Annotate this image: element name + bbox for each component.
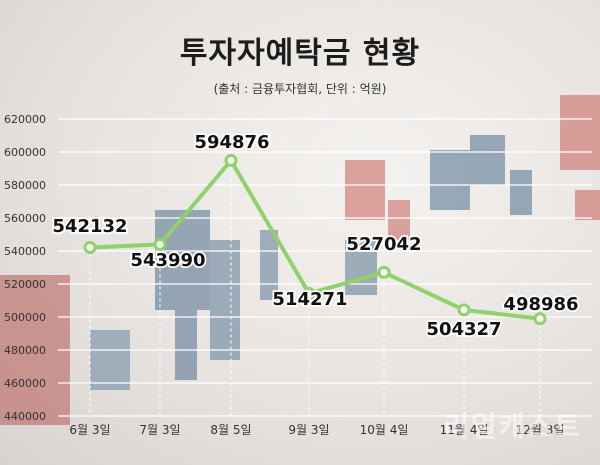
decor-candle [260, 230, 278, 300]
data-points [83, 153, 547, 326]
background-decoration [0, 95, 600, 425]
data-label: 542132 [52, 216, 127, 237]
data-point [377, 265, 391, 279]
y-tick-label: 480000 [4, 344, 46, 357]
y-tick-label: 560000 [4, 212, 46, 225]
y-tick-label: 620000 [4, 113, 46, 126]
decor-candle [345, 160, 385, 220]
decor-candle [470, 135, 505, 185]
decor-candle [575, 190, 600, 220]
x-tick-label: 12월 3일 [516, 423, 565, 437]
data-label: 498986 [503, 294, 578, 315]
data-label: 527042 [346, 234, 421, 255]
data-label: 543990 [130, 250, 205, 271]
drop-lines [89, 160, 541, 416]
x-tick-label: 6월 3일 [69, 423, 110, 437]
chart-subtitle: (출처 : 금융투자협회, 단위 : 억원) [213, 82, 387, 96]
x-tick-label: 11월 4일 [440, 423, 489, 437]
decor-candle [155, 210, 210, 310]
y-tick-label: 460000 [4, 377, 46, 390]
x-tick-label: 7월 3일 [139, 423, 180, 437]
x-axis-ticks: 6월 3일 7월 3일 8월 5일 9월 3일 10월 4일 11월 4일 12월 3일 [69, 423, 564, 437]
y-tick-label: 580000 [4, 179, 46, 192]
x-tick-label: 8월 5일 [210, 423, 251, 437]
data-label: 504327 [426, 319, 501, 340]
data-point [224, 153, 238, 167]
y-tick-label: 440000 [4, 410, 46, 423]
data-label: 514271 [272, 289, 347, 310]
y-tick-label: 600000 [4, 146, 46, 159]
chart-title: 투자자예탁금 현황 [179, 36, 421, 71]
data-point [302, 286, 316, 300]
y-axis-ticks: 620000 600000 580000 560000 540000 520000 5000… [4, 113, 46, 423]
data-point [153, 237, 167, 251]
y-tick-label: 500000 [4, 311, 46, 324]
decor-candle [345, 240, 377, 295]
data-point [83, 240, 97, 254]
x-tick-label: 9월 3일 [288, 423, 329, 437]
decor-candle [388, 200, 410, 240]
data-point [533, 312, 547, 326]
data-label: 594876 [194, 132, 269, 153]
x-tick-label: 10월 4일 [360, 423, 409, 437]
decor-candle [175, 300, 197, 380]
watermark-logo: 리얼캐스트 [443, 410, 582, 443]
grid-lines [58, 118, 592, 417]
y-tick-label: 540000 [4, 245, 46, 258]
data-point [457, 303, 471, 317]
decor-candle [90, 330, 130, 390]
y-tick-label: 520000 [4, 278, 46, 291]
decor-candle [210, 240, 240, 360]
decor-candle [430, 150, 470, 210]
decor-candle [560, 95, 600, 170]
decor-candle [510, 170, 532, 215]
